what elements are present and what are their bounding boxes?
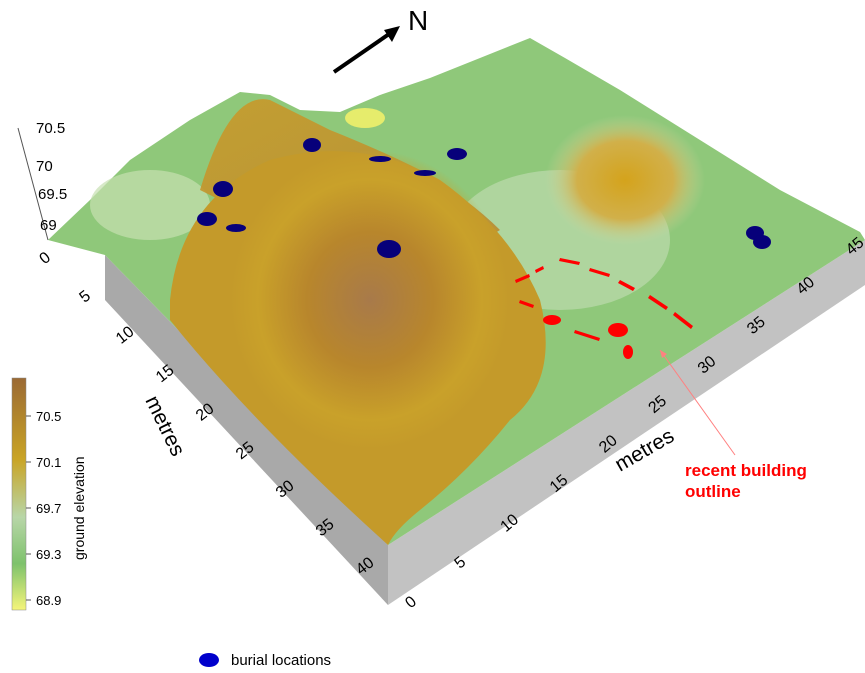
z-tick-label: 69.5 — [38, 186, 67, 203]
north-arrow-head — [384, 26, 400, 42]
colorbar — [11, 377, 27, 611]
annotation-line-2: outline — [685, 482, 741, 501]
right-tick-label: 5 — [452, 554, 470, 573]
colorbar-tick-label: 70.1 — [36, 455, 61, 470]
left-tick-label: 5 — [76, 287, 94, 306]
north-arrow — [332, 30, 394, 74]
block-left-face — [105, 255, 388, 605]
annotation-leader — [659, 349, 736, 456]
colorbar-title: ground elevation — [71, 456, 87, 560]
building-outline — [515, 258, 693, 359]
z-tick-label: 70 — [36, 158, 53, 175]
right-tick-label: 45 — [843, 234, 865, 259]
right-tick-label: 0 — [402, 593, 420, 612]
terrain-small-mound — [545, 115, 705, 245]
colorbar-tick-label: 69.3 — [36, 547, 61, 562]
terrain-pale-patch — [90, 170, 210, 240]
z-tick-label: 70.5 — [36, 120, 65, 137]
terrain-main-mound-peak — [230, 150, 510, 450]
colorbar-ticks: 70.5 70.1 69.7 69.3 68.9 — [26, 409, 61, 608]
block-right-face — [388, 240, 865, 605]
colorbar-tick-label: 70.5 — [36, 409, 61, 424]
left-axis-title: metres — [141, 392, 190, 460]
terrain-yellow-patch — [345, 108, 385, 128]
annotation-line-1: recent building — [685, 461, 807, 480]
legend-swatch — [199, 653, 219, 667]
left-tick-label: 0 — [36, 249, 54, 268]
annotation-leader-head — [660, 350, 667, 358]
z-axis: 70.5 70 69.5 69 — [17, 120, 67, 241]
z-tick-label: 69 — [40, 217, 57, 234]
colorbar-tick-label: 69.7 — [36, 501, 61, 516]
legend-label: burial locations — [231, 652, 331, 669]
burial-markers — [197, 138, 771, 258]
north-label: N — [408, 5, 428, 36]
colorbar-tick-label: 68.9 — [36, 593, 61, 608]
